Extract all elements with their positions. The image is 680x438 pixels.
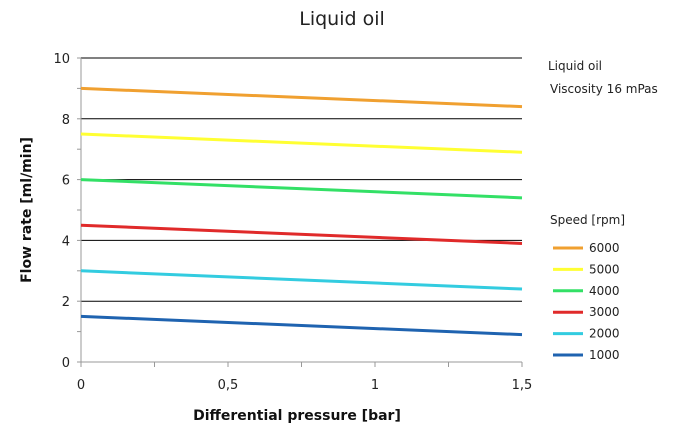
x-axis-title: Differential pressure [bar] bbox=[193, 408, 401, 424]
y-tick-label: 10 bbox=[53, 52, 70, 67]
y-tick-label: 2 bbox=[62, 295, 70, 310]
legend-label-2000: 2000 bbox=[589, 327, 620, 341]
legend-label-4000: 4000 bbox=[589, 284, 620, 298]
y-tick-label: 8 bbox=[62, 113, 70, 128]
legend-label-6000: 6000 bbox=[589, 241, 620, 255]
y-tick-labels: 0 2 4 6 8 10 bbox=[53, 52, 70, 371]
legend: 6000 5000 4000 3000 2000 1000 bbox=[553, 241, 620, 362]
annotation-viscosity: Viscosity 16 mPas bbox=[550, 82, 658, 96]
y-tick-label: 4 bbox=[62, 234, 70, 249]
gridlines bbox=[81, 57, 522, 302]
axes bbox=[77, 57, 523, 367]
legend-label-5000: 5000 bbox=[589, 262, 620, 276]
series-line-3000 bbox=[80, 223, 523, 245]
annotation-fluid: Liquid oil bbox=[548, 59, 602, 73]
x-tick-label: 0,5 bbox=[218, 378, 239, 393]
legend-label-3000: 3000 bbox=[589, 305, 620, 319]
series-line-2000 bbox=[80, 269, 523, 291]
legend-label-1000: 1000 bbox=[589, 348, 620, 362]
series-line-6000 bbox=[80, 86, 523, 109]
y-axis-title: Flow rate [ml/min] bbox=[19, 137, 35, 283]
chart-title: Liquid oil bbox=[299, 8, 385, 30]
x-tick-label: 0 bbox=[77, 378, 85, 393]
x-tick-label: 1 bbox=[371, 378, 379, 393]
x-tick-label: 1,5 bbox=[512, 378, 533, 393]
series-line-5000 bbox=[80, 132, 523, 154]
y-tick-label: 0 bbox=[62, 356, 70, 371]
y-tick-label: 6 bbox=[62, 174, 70, 189]
series-line-1000 bbox=[80, 314, 523, 337]
series-line-4000 bbox=[80, 178, 523, 200]
series-lines bbox=[80, 86, 523, 337]
x-tick-labels: 0 0,5 1 1,5 bbox=[77, 378, 532, 393]
legend-title: Speed [rpm] bbox=[550, 213, 625, 227]
